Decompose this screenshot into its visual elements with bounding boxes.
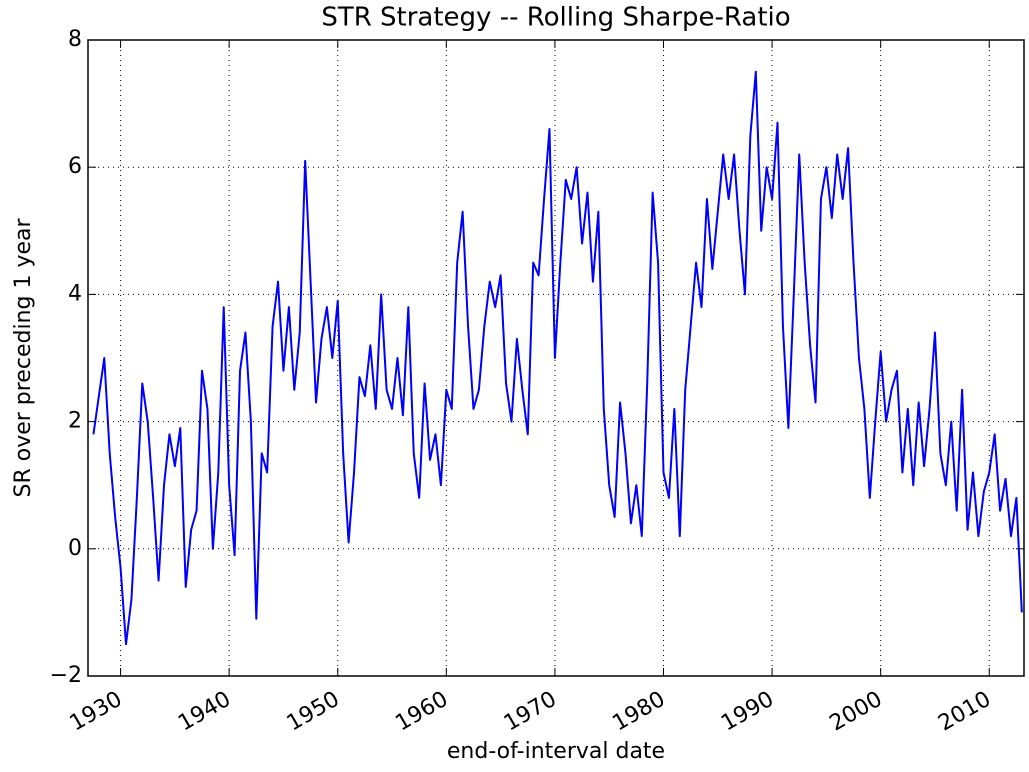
y-axis-label: SR over preceding 1 year <box>11 218 36 498</box>
x-tick-label: 2010 <box>934 687 995 737</box>
plot-area <box>92 70 1023 646</box>
x-tick-label: 1930 <box>66 687 127 737</box>
y-tick-label: 8 <box>68 27 82 52</box>
y-tick-label: −2 <box>50 663 82 688</box>
x-tick-label: 1960 <box>391 687 452 737</box>
y-tick-label: 4 <box>68 281 82 306</box>
x-tick-label: 1950 <box>283 687 344 737</box>
x-tick-label: 2000 <box>826 687 887 737</box>
y-tick-label: 2 <box>68 409 82 434</box>
data-line <box>92 70 1023 646</box>
x-tick-label: 1970 <box>500 687 561 737</box>
x-tick-label: 1940 <box>174 687 235 737</box>
chart-title: STR Strategy -- Rolling Sharpe-Ratio <box>321 3 790 33</box>
x-tick-label: 1980 <box>609 687 670 737</box>
y-tick-label: 0 <box>68 536 82 561</box>
plot-frame <box>87 39 1025 677</box>
grid <box>88 39 1024 677</box>
y-tick-label: 6 <box>68 154 82 179</box>
x-axis-label: end-of-interval date <box>447 739 665 764</box>
x-tick-label: 1990 <box>717 687 778 737</box>
